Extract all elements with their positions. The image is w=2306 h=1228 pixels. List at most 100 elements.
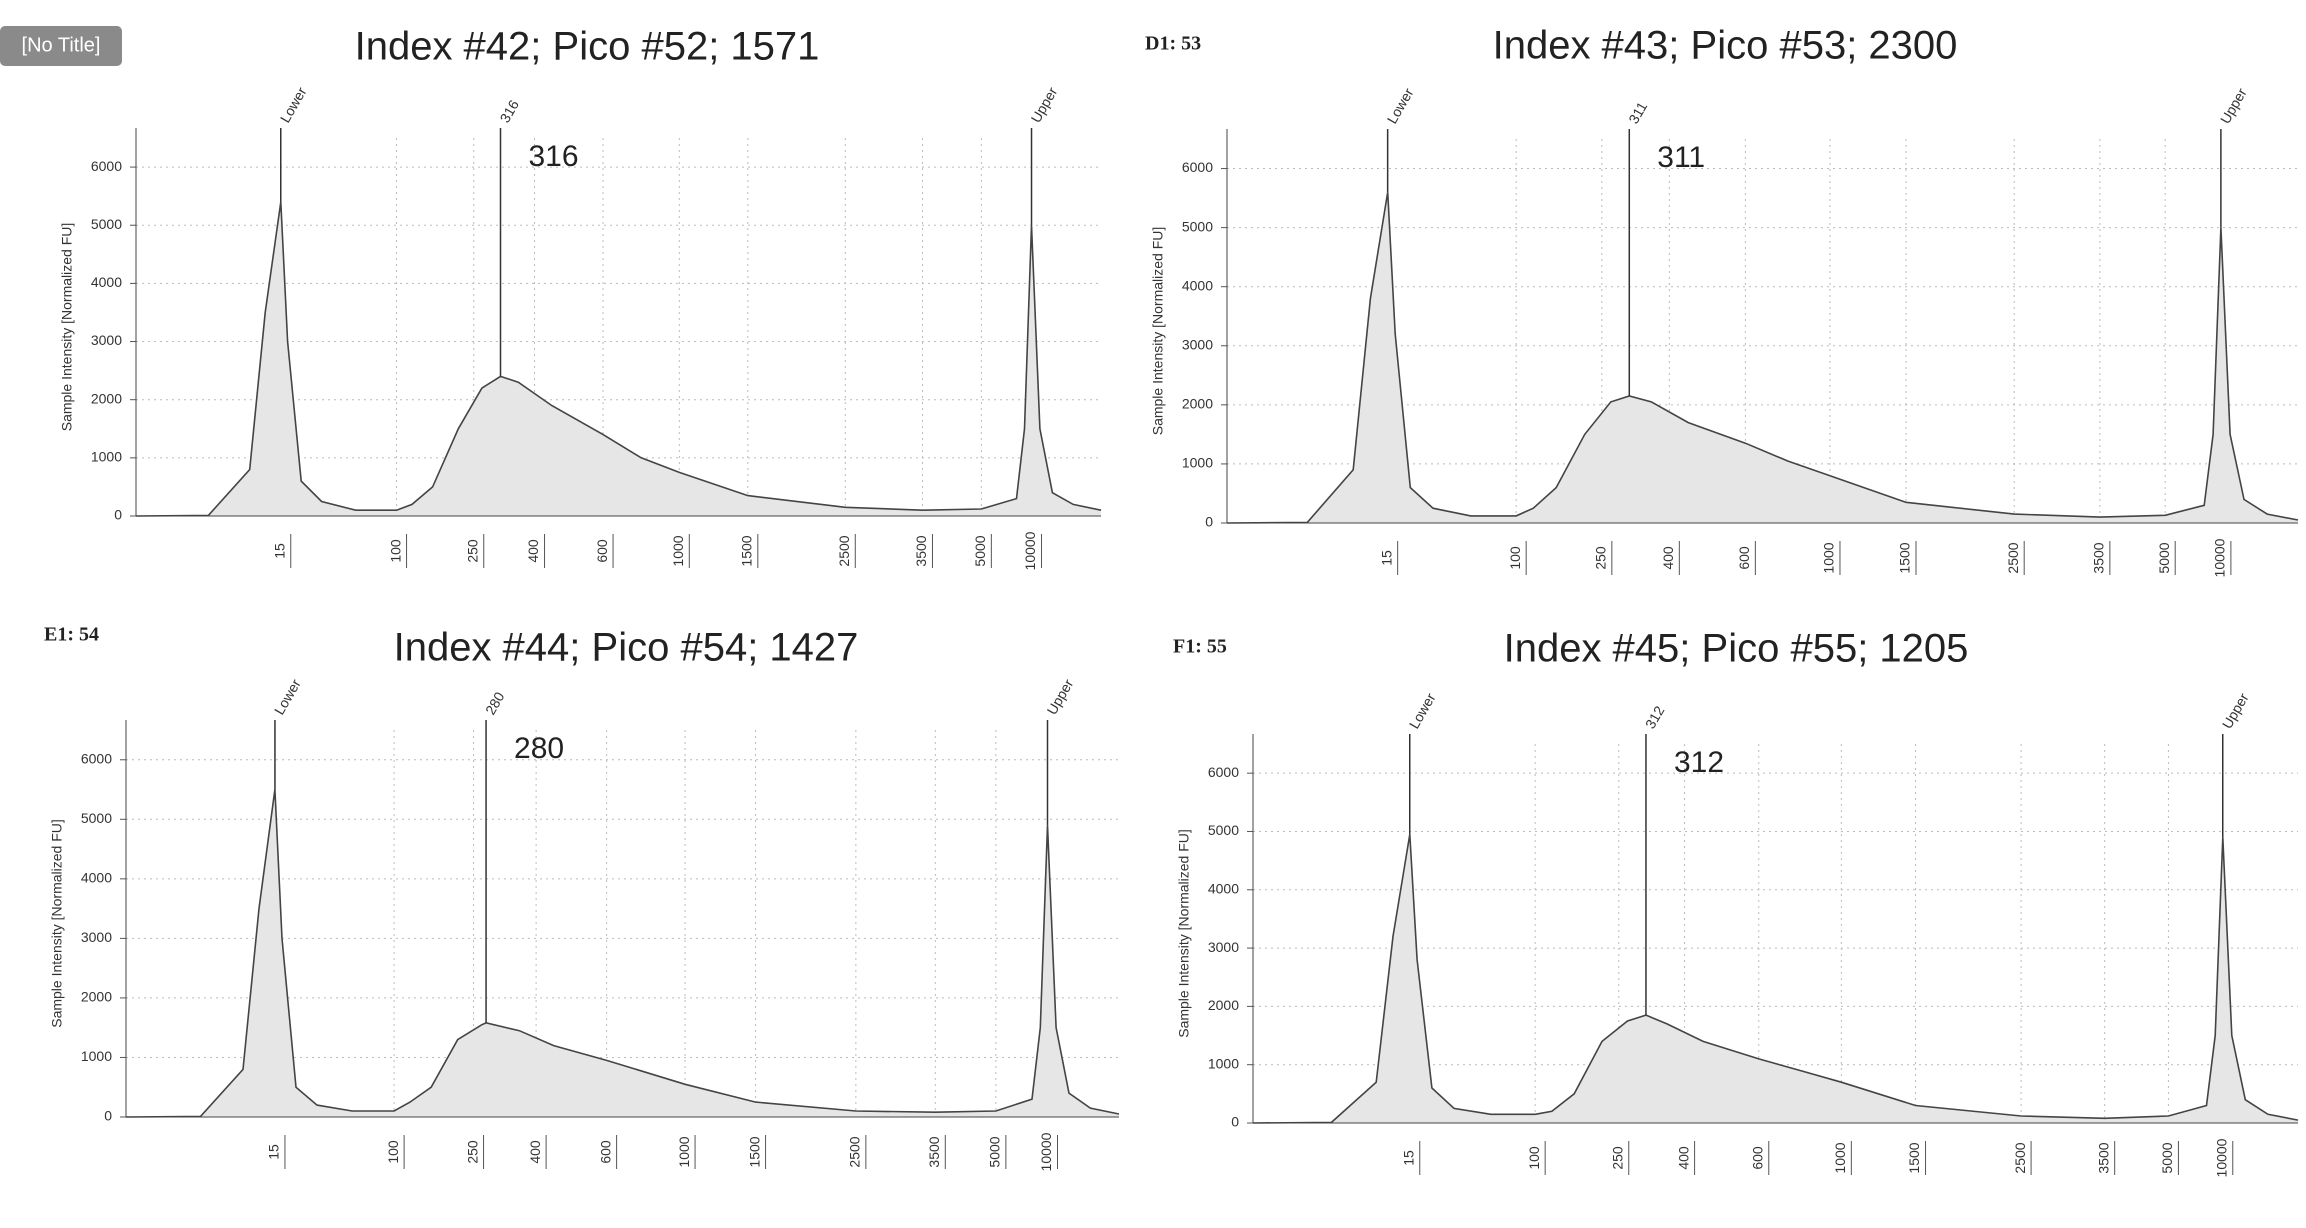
y-tick-label: 1000: [1182, 455, 1213, 471]
trace-area: [1253, 834, 2298, 1123]
peak-label: 280: [482, 689, 508, 717]
y-tick-label: 1000: [91, 449, 122, 465]
y-tick-label: 1000: [81, 1048, 112, 1064]
trace: [1226, 192, 2299, 524]
y-tick-label: 3000: [91, 332, 122, 348]
y-tick-label: 6000: [1182, 159, 1213, 175]
x-tick-label: 15: [1378, 550, 1394, 566]
well-label: D1: 53: [1145, 33, 1201, 55]
trace: [1252, 834, 2299, 1124]
label-badge: [0, 26, 122, 66]
peak-label: Lower: [1384, 85, 1417, 126]
x-tick-label: 600: [1749, 1146, 1765, 1170]
x-tick-label: 100: [1526, 1146, 1542, 1170]
y-tick-label: 2000: [91, 390, 122, 406]
x-tick-label: 250: [1609, 1146, 1625, 1170]
x-tick-label: 2500: [836, 535, 852, 566]
trace-area: [126, 789, 1119, 1117]
x-tick-label: 1000: [676, 1136, 692, 1167]
y-tick-label: 5000: [1182, 218, 1213, 234]
y-tick-label: 0: [1205, 514, 1213, 530]
x-tick-label: 15: [266, 1144, 282, 1160]
x-tick-label: 400: [525, 539, 541, 563]
x-tick-label: 400: [527, 1140, 543, 1164]
well-label: F1: 55: [1173, 636, 1227, 658]
y-tick-label: 3000: [1182, 336, 1213, 352]
trace: [125, 789, 1120, 1118]
peak-label: 316: [496, 97, 522, 125]
y-axis-label: Sample Intensity [Normalized FU]: [49, 819, 65, 1028]
chart-title: Index #45; Pico #55; 1205: [1504, 627, 1969, 671]
y-tick-label: 2000: [1208, 997, 1239, 1013]
peak-label: Upper: [2219, 690, 2252, 731]
x-tick-label: 100: [385, 1140, 401, 1164]
x-tick-label: 400: [1660, 546, 1676, 570]
x-tick-label: 3500: [913, 535, 929, 566]
x-tick-label: 100: [1507, 546, 1523, 570]
peak-label: Lower: [277, 84, 310, 125]
y-axis-label: Sample Intensity [Normalized FU]: [59, 223, 75, 432]
x-tick-label: 1500: [1897, 542, 1913, 573]
x-tick-label: 2500: [847, 1136, 863, 1167]
y-tick-label: 4000: [1208, 880, 1239, 896]
x-tick-label: 250: [464, 1140, 480, 1164]
well-label: [No Title]: [22, 34, 101, 56]
y-tick-label: 2000: [1182, 396, 1213, 412]
y-tick-label: 6000: [91, 158, 122, 174]
y-tick-label: 4000: [81, 870, 112, 886]
x-tick-label: 15: [271, 543, 287, 559]
peak-label: Lower: [271, 676, 304, 717]
peak-label: 312: [1642, 703, 1668, 731]
x-tick-label: 600: [597, 1140, 613, 1164]
y-tick-label: 3000: [1208, 939, 1239, 955]
x-tick-label: 1000: [670, 535, 686, 566]
x-tick-label: 250: [464, 539, 480, 563]
y-tick-label: 1000: [1208, 1055, 1239, 1071]
x-tick-label: 3500: [2091, 542, 2107, 573]
x-tick-label: 5000: [2159, 1142, 2175, 1173]
peak-annotation: 311: [1657, 141, 1705, 174]
x-tick-label: 100: [387, 539, 403, 563]
x-tick-label: 10000: [2213, 1138, 2229, 1177]
peak-label: Upper: [2217, 85, 2250, 126]
x-tick-label: 10000: [1022, 531, 1038, 570]
x-tick-label: 3500: [2095, 1142, 2111, 1173]
trace-area: [1227, 192, 2298, 523]
y-axis-label: Sample Intensity [Normalized FU]: [1150, 227, 1166, 436]
y-tick-label: 6000: [81, 750, 112, 766]
y-tick-label: 3000: [81, 929, 112, 945]
x-tick-label: 1000: [1821, 542, 1837, 573]
x-tick-label: 1500: [1906, 1142, 1922, 1173]
x-tick-label: 250: [1593, 546, 1609, 570]
y-tick-label: 5000: [81, 810, 112, 826]
x-tick-label: 600: [1736, 546, 1752, 570]
x-tick-label: 1500: [739, 535, 755, 566]
y-tick-label: 4000: [1182, 277, 1213, 293]
y-tick-label: 6000: [1208, 764, 1239, 780]
chart-title: Index #43; Pico #53; 2300: [1493, 24, 1958, 68]
y-tick-label: 5000: [1208, 822, 1239, 838]
x-tick-label: 10000: [1038, 1132, 1054, 1171]
y-axis-label: Sample Intensity [Normalized FU]: [1176, 829, 1192, 1038]
x-tick-label: 5000: [972, 535, 988, 566]
trace: [135, 201, 1102, 517]
trace-area: [136, 202, 1101, 516]
peak-label: 311: [1625, 99, 1650, 127]
peak-annotation: 316: [528, 140, 578, 173]
peak-label: Upper: [1043, 676, 1076, 717]
well-label: E1: 54: [44, 624, 99, 646]
y-tick-label: 5000: [91, 216, 122, 232]
x-tick-label: 2500: [2005, 542, 2021, 573]
chart-title: Index #44; Pico #54; 1427: [394, 626, 859, 670]
x-tick-label: 15: [1400, 1150, 1416, 1166]
y-tick-label: 0: [114, 507, 122, 523]
x-tick-label: 5000: [2156, 542, 2172, 573]
x-tick-label: 10000: [2212, 538, 2228, 577]
peak-label: Upper: [1027, 84, 1060, 125]
y-tick-label: 4000: [91, 274, 122, 290]
x-tick-label: 400: [1675, 1146, 1691, 1170]
x-tick-label: 3500: [926, 1136, 942, 1167]
peak-annotation: 312: [1674, 746, 1724, 779]
y-tick-label: 0: [104, 1108, 112, 1124]
